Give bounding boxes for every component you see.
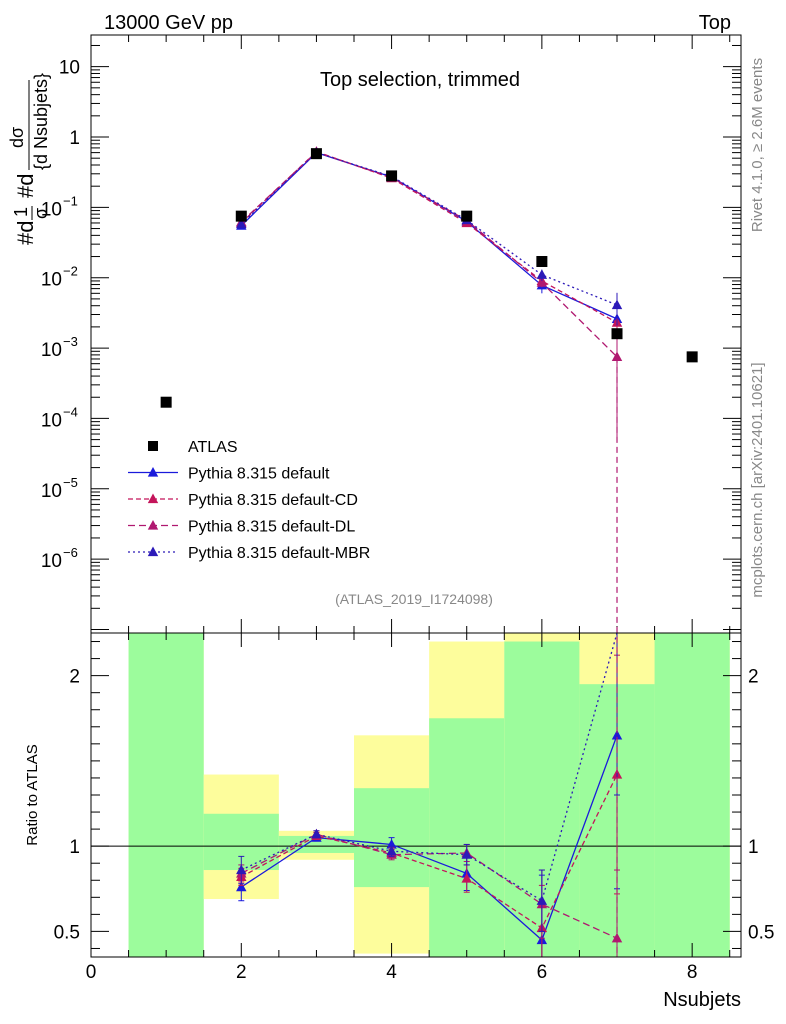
main-y-tick-base: 10 (41, 270, 62, 291)
atlas-data-point (536, 256, 548, 268)
atlas-data-point (461, 210, 473, 222)
series-point-main (536, 277, 548, 287)
ylabel-hashd: #d (13, 174, 38, 198)
main-y-tick-label-3: 10 −2 (41, 264, 78, 291)
legend-label-3: Pythia 8.315 default-MBR (188, 545, 370, 562)
series-point-main (536, 269, 548, 279)
x-tick-label-2: 4 (386, 962, 397, 983)
series-line-main (240, 151, 618, 320)
series-point-ratio (311, 828, 322, 839)
ratio-panel-frame (90, 632, 742, 958)
main-panel-frame (90, 34, 742, 634)
ratio-band-inner-4 (429, 718, 505, 957)
legend-marker-0 (147, 467, 159, 477)
series-point-main (611, 351, 623, 361)
main-y-tick-label-2: 10 −1 (41, 193, 78, 220)
main-y-tick-exp: −1 (63, 193, 78, 208)
ratio-y-axis-label: Ratio to ATLAS (24, 744, 41, 845)
main-y-tick-base: 10 (41, 551, 62, 572)
series-point-ratio (386, 845, 397, 856)
ratio-y-tick-label-1: 1 (69, 837, 80, 858)
x-tick-label-0: 0 (86, 962, 97, 983)
x-tick-label-3: 6 (537, 962, 548, 983)
ylabel-denom: {d Nsubjets} (31, 73, 51, 170)
ratio-band-inner-7 (654, 633, 730, 957)
main-y-tick-base: 10 (41, 199, 62, 220)
ratio-bands (91, 633, 741, 957)
ylabel-one: 1 (11, 207, 31, 217)
series-point-main (236, 218, 247, 229)
main-y-tick-exp: −6 (63, 545, 78, 560)
main-y-axis-label: #d 1 σ #d dσ {d Nsubjets} (7, 73, 51, 245)
series-point-ratio (461, 873, 472, 883)
ratio-axis-ticks: 0 2 4 6 8 0.5 0.5 1 1 2 2 (54, 633, 774, 983)
main-y-tick-label-0: 10 (59, 58, 80, 79)
legend-label-atlas: ATLAS (188, 439, 238, 456)
main-y-tick-exp: −2 (63, 264, 78, 279)
x-axis-label: Nsubjets (663, 989, 741, 1011)
main-y-tick-exp: −3 (63, 334, 78, 349)
main-y-tick-label-7: 10 −6 (41, 545, 78, 572)
series-point-main (611, 299, 623, 310)
main-y-tick-base: 10 (41, 340, 62, 361)
header-left: 13000 GeV pp (104, 12, 233, 34)
legend-marker-2 (147, 520, 159, 530)
ratio-y-tick-label-right-1: 1 (748, 837, 759, 858)
ratio-y-tick-label-0: 0.5 (54, 922, 80, 943)
atlas-data-point (160, 396, 172, 408)
x-tick-label-1: 2 (236, 962, 247, 983)
ratio-y-tick-label-right-2: 2 (748, 667, 759, 688)
ylabel-prefix: #d (13, 221, 38, 245)
ratio-y-tick-label-2: 2 (69, 667, 80, 688)
legend-label-2: Pythia 8.315 default-DL (188, 519, 355, 536)
series-point-ratio (236, 864, 247, 875)
main-y-tick-label-4: 10 −3 (41, 334, 78, 361)
legend-marker-1 (147, 493, 159, 504)
ylabel-dsigma: dσ (7, 127, 27, 148)
ratio-band-inner-0 (128, 633, 204, 957)
main-y-tick-base: 1 (69, 128, 80, 149)
main-y-tick-label-5: 10 −4 (41, 404, 78, 431)
series-line-main (240, 151, 618, 306)
legend-marker-atlas (148, 441, 158, 451)
series-line-main (240, 151, 618, 358)
mcplots-label: mcplots.cern.ch [arXiv:2401.10621] (749, 362, 766, 597)
series-line-ratio (240, 833, 618, 939)
series-line-main (240, 150, 618, 324)
main-y-tick-base: 10 (59, 58, 80, 79)
main-y-tick-label-6: 10 −5 (41, 475, 78, 502)
chart-title: Top selection, trimmed (320, 69, 520, 91)
legend: ATLAS Pythia 8.315 default Pythia 8.315 de… (128, 439, 370, 562)
legend-marker-3 (147, 546, 159, 557)
x-tick-label-4: 8 (687, 962, 698, 983)
series-point-ratio (236, 881, 247, 892)
main-y-tick-exp: −5 (63, 475, 78, 490)
main-y-tick-exp: −4 (63, 404, 78, 419)
legend-label-1: Pythia 8.315 default-CD (188, 492, 358, 509)
series-point-ratio (536, 895, 548, 905)
atlas-data-point (686, 351, 698, 363)
series-line-ratio (240, 774, 618, 929)
main-y-tick-label-1: 1 (69, 128, 80, 149)
atlas-data-point (386, 170, 398, 182)
rivet-label: Rivet 4.1.0, ≥ 2.6M events (749, 58, 766, 232)
atlas-data-point (235, 210, 247, 222)
atlas-data-layer (160, 148, 698, 408)
ratio-y-tick-label-right-0: 0.5 (748, 922, 774, 943)
main-y-tick-base: 10 (41, 410, 62, 431)
main-y-tick-base: 10 (41, 481, 62, 502)
analysis-label: (ATLAS_2019_I1724098) (335, 591, 493, 607)
legend-label-0: Pythia 8.315 default (188, 466, 330, 483)
header-right: Top (699, 12, 731, 34)
ylabel-sigma: σ (31, 208, 51, 219)
series-line-ratio (240, 735, 618, 942)
atlas-data-point (310, 148, 322, 160)
series-point-ratio (461, 849, 472, 859)
atlas-data-point (611, 328, 623, 340)
